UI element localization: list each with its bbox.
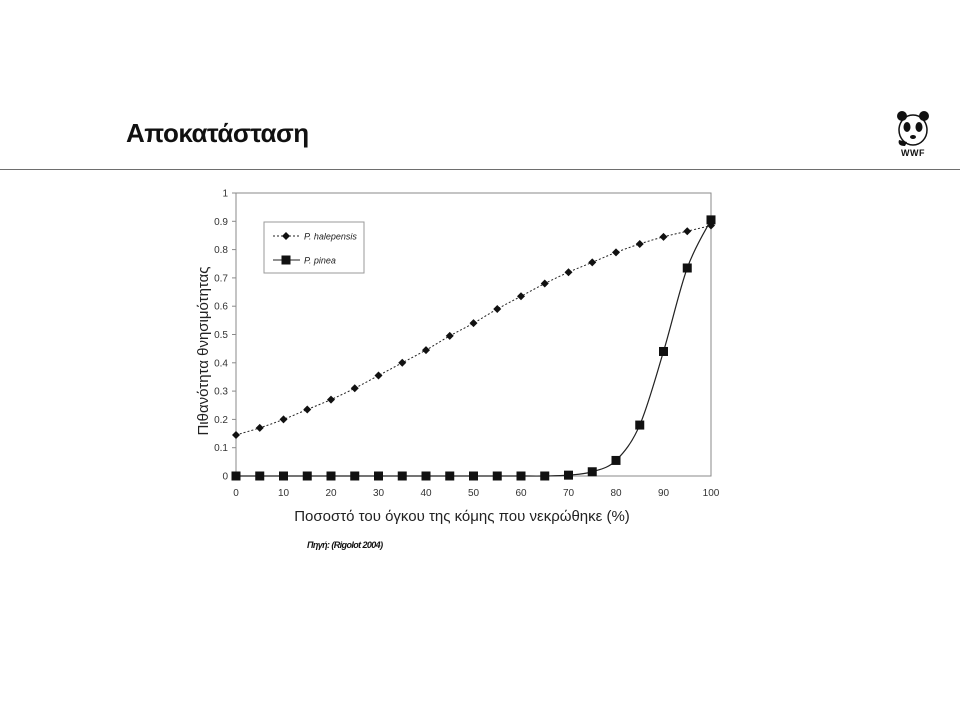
y-tick-label: 0.3 bbox=[214, 387, 228, 398]
data-point-p-pinea bbox=[326, 471, 336, 481]
x-tick-label: 70 bbox=[563, 488, 575, 499]
x-tick-label: 40 bbox=[420, 488, 432, 499]
data-point-p-halepensis bbox=[445, 331, 454, 340]
slide-title: Αποκατάσταση bbox=[126, 118, 309, 148]
series-p-pinea bbox=[231, 215, 716, 481]
y-tick-label: 0.8 bbox=[214, 245, 228, 256]
y-tick-label: 0 bbox=[222, 472, 228, 483]
data-point-p-halepensis bbox=[659, 232, 668, 241]
data-point-p-halepensis bbox=[327, 395, 335, 404]
legend-marker-p-halepensis bbox=[282, 232, 290, 240]
data-point-p-pinea bbox=[564, 470, 573, 480]
data-point-p-pinea bbox=[421, 471, 431, 481]
data-point-p-halepensis bbox=[683, 227, 692, 236]
y-tick-label: 0.7 bbox=[214, 273, 228, 284]
legend-label-p-pinea: P. pinea bbox=[304, 256, 336, 266]
series-line-p-halepensis bbox=[235, 225, 712, 436]
y-tick-label: 0.1 bbox=[214, 443, 228, 454]
series-p-halepensis bbox=[232, 221, 715, 439]
data-point-p-pinea bbox=[350, 471, 360, 481]
data-point-p-halepensis bbox=[635, 239, 644, 248]
x-tick-label: 10 bbox=[278, 488, 290, 499]
data-point-p-halepensis bbox=[279, 415, 288, 424]
x-tick-label: 60 bbox=[515, 488, 527, 499]
x-tick-label: 30 bbox=[373, 488, 385, 499]
legend-box bbox=[263, 221, 365, 274]
data-point-p-pinea bbox=[302, 471, 312, 481]
data-point-p-halepensis bbox=[422, 346, 430, 355]
data-point-p-pinea bbox=[374, 471, 383, 481]
y-tick-label: 0.5 bbox=[214, 330, 228, 341]
data-point-p-halepensis bbox=[612, 248, 620, 257]
panda-icon bbox=[897, 111, 929, 146]
logo-text: WWF bbox=[901, 148, 925, 158]
data-point-p-pinea bbox=[682, 263, 692, 273]
wwf-logo: WWF bbox=[893, 110, 937, 162]
data-point-p-pinea bbox=[469, 471, 478, 481]
data-point-p-halepensis bbox=[232, 430, 240, 439]
data-point-p-pinea bbox=[397, 471, 407, 481]
title-divider bbox=[0, 169, 960, 170]
x-tick-label: 80 bbox=[610, 488, 622, 499]
x-tick-label: 50 bbox=[468, 488, 480, 499]
data-point-p-pinea bbox=[587, 467, 597, 477]
data-point-p-halepensis bbox=[469, 319, 478, 328]
data-point-p-halepensis bbox=[540, 279, 549, 288]
y-tick-label: 0.2 bbox=[214, 415, 228, 426]
data-point-p-pinea bbox=[445, 471, 455, 481]
data-point-p-pinea bbox=[492, 471, 502, 481]
x-tick-label: 90 bbox=[658, 488, 670, 499]
data-point-p-halepensis bbox=[517, 292, 525, 301]
data-point-p-pinea bbox=[706, 215, 716, 225]
data-point-p-halepensis bbox=[303, 405, 312, 414]
data-point-p-pinea bbox=[659, 346, 668, 356]
data-point-p-pinea bbox=[231, 471, 241, 481]
y-tick-label: 0.9 bbox=[214, 217, 228, 228]
data-point-p-halepensis bbox=[588, 258, 597, 267]
data-point-p-pinea bbox=[540, 471, 550, 481]
data-point-p-pinea bbox=[255, 471, 265, 481]
legend-marker-p-pinea bbox=[281, 255, 291, 265]
x-axis-label: Ποσοστό του όγκου της κόμης που νεκρώθηκ… bbox=[294, 508, 630, 525]
data-point-p-halepensis bbox=[374, 371, 383, 380]
x-tick-label: 100 bbox=[703, 488, 720, 499]
y-tick-label: 0.4 bbox=[214, 358, 228, 369]
x-tick-label: 20 bbox=[325, 488, 337, 499]
y-tick-label: 0.6 bbox=[214, 302, 228, 313]
y-axis-label: Πιθανότητα θνησιμότητας bbox=[195, 266, 212, 435]
source-note: Πηγή: (Rigolot 2004) bbox=[307, 540, 383, 550]
data-point-p-halepensis bbox=[350, 384, 359, 393]
data-point-p-pinea bbox=[611, 455, 621, 465]
data-point-p-halepensis bbox=[564, 268, 573, 277]
data-point-p-pinea bbox=[279, 471, 288, 481]
x-tick-label: 0 bbox=[233, 488, 239, 499]
data-point-p-halepensis bbox=[493, 305, 502, 314]
y-tick-label: 1 bbox=[222, 189, 228, 200]
data-point-p-pinea bbox=[635, 420, 645, 430]
data-point-p-halepensis bbox=[398, 358, 407, 367]
data-point-p-pinea bbox=[516, 471, 526, 481]
legend-label-p-halepensis: P. halepensis bbox=[304, 232, 357, 242]
data-point-p-halepensis bbox=[255, 423, 264, 432]
